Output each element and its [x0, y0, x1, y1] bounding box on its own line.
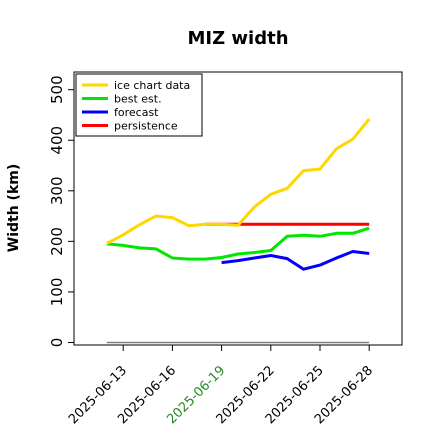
- y-tick-label: 400: [48, 126, 66, 155]
- chart-title: MIZ width: [187, 28, 288, 49]
- plot-frame: [73, 71, 403, 346]
- y-tick-label: 100: [48, 278, 66, 307]
- legend-label: ice chart data: [114, 79, 190, 92]
- series-line-forecast: [221, 250, 370, 271]
- y-axis-label: Width (km): [6, 164, 22, 253]
- y-tick-label: 300: [48, 176, 66, 205]
- legend-label: best est.: [114, 93, 162, 106]
- series-line-ice-chart-data: [106, 118, 371, 245]
- plot-area: [106, 118, 371, 344]
- y-tick-label: 0: [48, 338, 66, 348]
- y-tick-label: 200: [48, 227, 66, 256]
- legend-label: persistence: [114, 120, 178, 133]
- y-tick-label: 500: [48, 75, 66, 104]
- series-line-best-est-: [106, 226, 370, 261]
- legend-label: forecast: [114, 106, 159, 119]
